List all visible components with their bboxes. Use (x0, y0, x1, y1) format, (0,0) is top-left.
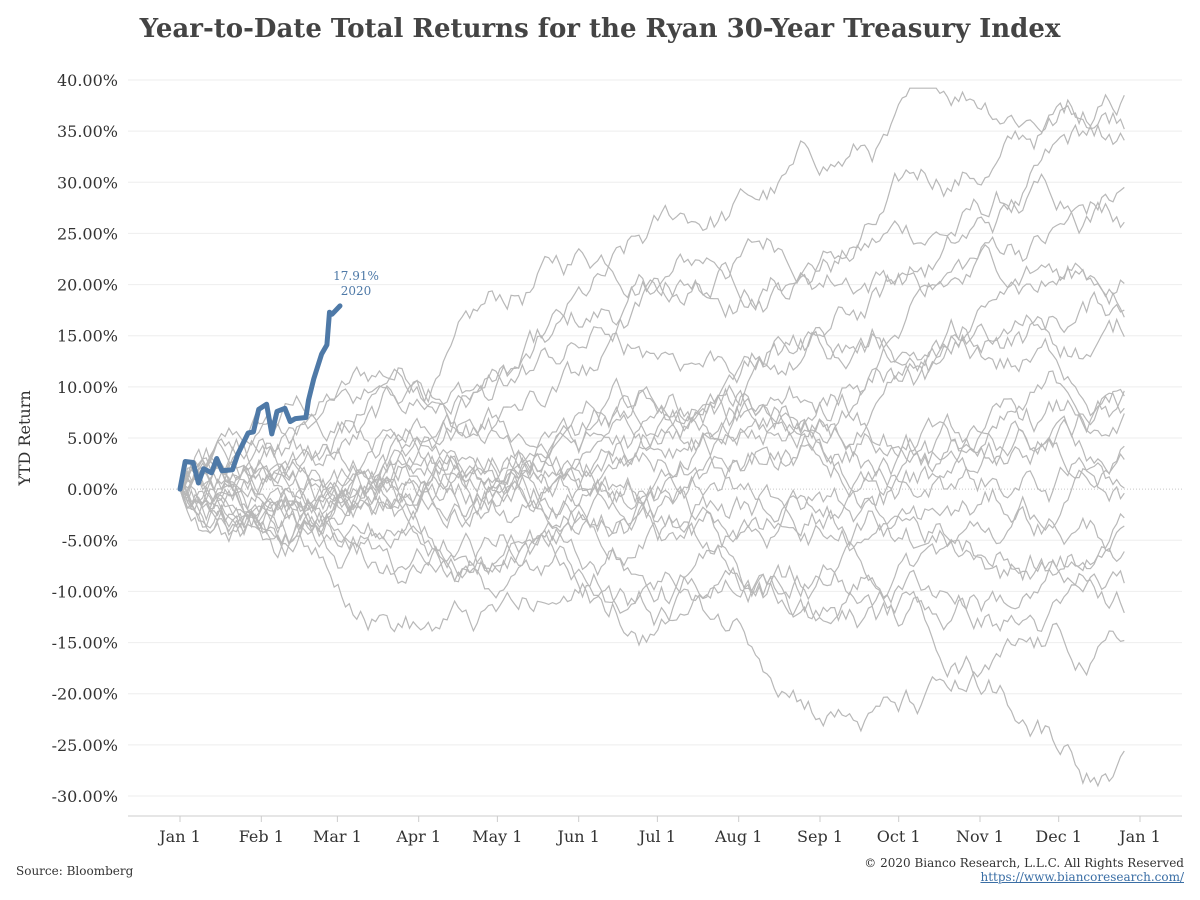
historical-series-line (179, 336, 1125, 544)
copyright-text: © 2020 Bianco Research, L.L.C. All Right… (864, 856, 1184, 870)
historical-series-line (179, 446, 1125, 581)
x-tick-label: Aug 1 (714, 827, 762, 846)
x-tick-label: Jan 1 (1117, 827, 1161, 846)
y-tick-label: -25.00% (52, 736, 118, 755)
y-tick-label: 35.00% (57, 122, 118, 141)
y-tick-label: 5.00% (67, 429, 118, 448)
x-tick-label: Mar 1 (313, 827, 362, 846)
historical-series-line (179, 462, 1125, 647)
historical-series-line (179, 411, 1125, 528)
historical-series-line (179, 87, 1125, 517)
y-axis: 40.00% 35.00% 30.00% 25.00% 20.00% 15.00% 10.0… (52, 71, 118, 806)
x-tick-label: May 1 (472, 827, 522, 846)
y-tick-label: -5.00% (62, 531, 118, 550)
historical-series-line (179, 466, 1125, 613)
x-tick-label: Apr 1 (395, 827, 441, 846)
series-2020-line (177, 303, 343, 492)
historical-series-line (179, 314, 1125, 531)
historical-series-line (179, 415, 1125, 529)
website-link[interactable]: https://www.biancoresearch.com/ (980, 870, 1184, 884)
historical-series-line (179, 370, 1125, 505)
y-tick-label: 0.00% (67, 480, 118, 499)
y-tick-label: -20.00% (52, 685, 118, 704)
x-tick-label: Feb 1 (239, 827, 284, 846)
historical-series-line (179, 437, 1125, 614)
y-tick-label: 40.00% (57, 71, 118, 90)
y-tick-label: 10.00% (57, 378, 118, 397)
x-axis: Jan 1 Feb 1 Mar 1 Apr 1 May 1 Jun 1 Jul 1 Aug 1… (128, 815, 1182, 846)
historical-series-line (179, 483, 1125, 733)
historical-series-line (179, 262, 1125, 553)
x-tick-label: Jan 1 (157, 827, 201, 846)
y-tick-label: -10.00% (52, 582, 118, 601)
y-tick-label: 25.00% (57, 224, 118, 243)
x-tick-label: Oct 1 (877, 827, 921, 846)
y-tick-label: 20.00% (57, 276, 118, 295)
historical-series-line (179, 173, 1125, 493)
y-tick-label: -30.00% (52, 787, 118, 806)
x-tick-label: Nov 1 (956, 827, 1004, 846)
y-axis-label: YTD Return (15, 390, 34, 486)
historical-series-line (179, 456, 1125, 567)
series-2020-value-label: 17.91% (333, 269, 379, 283)
source-note: Source: Bloomberg (16, 864, 134, 878)
historical-series-line (179, 186, 1125, 516)
copyright-block: © 2020 Bianco Research, L.L.C. All Right… (864, 856, 1184, 884)
historical-series-line (179, 454, 1125, 788)
historical-series-line (179, 93, 1125, 490)
chart-title: Year-to-Date Total Returns for the Ryan … (139, 14, 1061, 44)
x-tick-label: Dec 1 (1035, 827, 1082, 846)
historical-series-line (179, 98, 1125, 497)
historical-series-line (179, 488, 1125, 633)
y-tick-label: 15.00% (57, 327, 118, 346)
y-tick-label: 30.00% (57, 173, 118, 192)
highlight-series-group: 17.91%2020 (177, 269, 379, 492)
x-tick-label: Sep 1 (797, 827, 843, 846)
x-tick-label: Jul 1 (637, 827, 676, 846)
historical-series-group (179, 87, 1125, 788)
x-tick-label: Jun 1 (556, 827, 600, 846)
series-2020-name-label: 2020 (341, 284, 372, 298)
y-tick-label: -15.00% (52, 634, 118, 653)
